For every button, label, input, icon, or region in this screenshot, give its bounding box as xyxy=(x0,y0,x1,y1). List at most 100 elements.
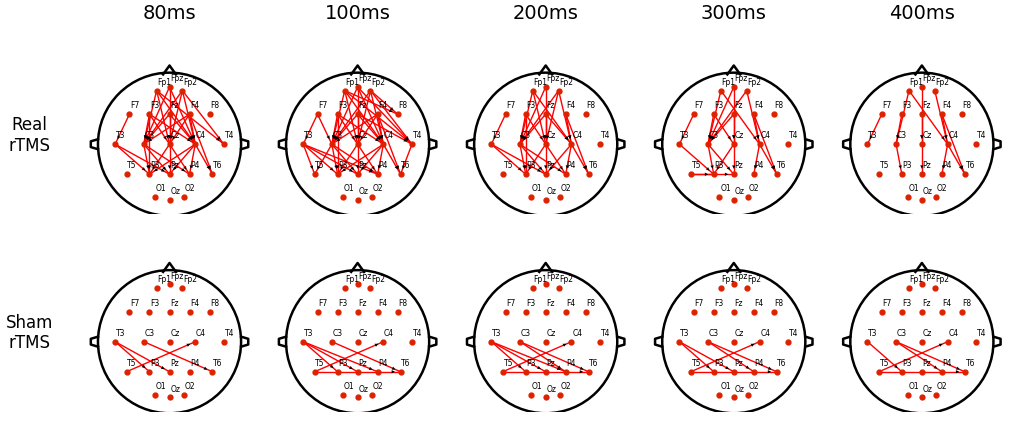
Text: C4: C4 xyxy=(196,329,206,338)
Text: F8: F8 xyxy=(962,101,971,110)
Text: P4: P4 xyxy=(378,161,387,170)
Text: O2: O2 xyxy=(748,381,759,391)
Text: Sham
rTMS: Sham rTMS xyxy=(5,314,53,352)
Text: P3: P3 xyxy=(526,359,535,368)
Text: P3: P3 xyxy=(713,359,723,368)
Text: T6: T6 xyxy=(965,161,974,170)
Text: O1: O1 xyxy=(343,184,355,193)
Text: P4: P4 xyxy=(378,359,387,368)
Text: F3: F3 xyxy=(713,101,723,110)
Text: O1: O1 xyxy=(343,381,355,391)
Text: Fz: Fz xyxy=(734,299,742,308)
Text: F4: F4 xyxy=(754,101,763,110)
Text: T3: T3 xyxy=(116,329,125,338)
Text: C4: C4 xyxy=(196,131,206,140)
Text: Oz: Oz xyxy=(358,385,368,394)
Text: T4: T4 xyxy=(413,329,422,338)
Text: P4: P4 xyxy=(942,359,951,368)
Text: F7: F7 xyxy=(881,101,891,110)
Text: Pz: Pz xyxy=(734,359,743,368)
Text: Fpz: Fpz xyxy=(546,74,559,83)
Text: Pz: Pz xyxy=(922,359,930,368)
Text: Oz: Oz xyxy=(734,385,744,394)
Text: F7: F7 xyxy=(881,299,891,308)
Text: Fp2: Fp2 xyxy=(371,275,385,284)
Text: Oz: Oz xyxy=(546,385,556,394)
Text: T5: T5 xyxy=(878,161,889,170)
Text: T4: T4 xyxy=(976,131,985,140)
Text: P3: P3 xyxy=(338,161,347,170)
Text: T5: T5 xyxy=(503,161,513,170)
Text: Fp1: Fp1 xyxy=(157,78,171,87)
Text: F8: F8 xyxy=(398,299,408,308)
Text: Fp2: Fp2 xyxy=(934,275,949,284)
Text: C4: C4 xyxy=(384,329,393,338)
Text: C4: C4 xyxy=(759,329,769,338)
Text: O2: O2 xyxy=(748,184,759,193)
Text: F4: F4 xyxy=(754,299,763,308)
Text: Pz: Pz xyxy=(170,161,178,170)
Text: T5: T5 xyxy=(503,359,513,368)
Text: Pz: Pz xyxy=(922,161,930,170)
Text: C3: C3 xyxy=(332,131,342,140)
Text: O2: O2 xyxy=(936,381,947,391)
Text: T3: T3 xyxy=(680,131,689,140)
Text: O1: O1 xyxy=(532,381,542,391)
Text: P4: P4 xyxy=(191,359,200,368)
Text: O2: O2 xyxy=(372,381,383,391)
Text: C4: C4 xyxy=(759,131,769,140)
Text: F4: F4 xyxy=(566,299,575,308)
Text: T6: T6 xyxy=(213,359,222,368)
Text: Oz: Oz xyxy=(358,187,368,196)
Text: P4: P4 xyxy=(754,359,763,368)
Text: Fp1: Fp1 xyxy=(720,78,735,87)
Text: Cz: Cz xyxy=(546,329,555,338)
Text: O2: O2 xyxy=(184,184,195,193)
Text: T3: T3 xyxy=(116,131,125,140)
Text: T3: T3 xyxy=(304,329,313,338)
Text: Fp2: Fp2 xyxy=(183,78,197,87)
Text: O2: O2 xyxy=(560,184,571,193)
Text: F7: F7 xyxy=(318,299,327,308)
Text: T6: T6 xyxy=(965,359,974,368)
Text: F4: F4 xyxy=(566,101,575,110)
Text: T3: T3 xyxy=(491,131,501,140)
Text: F7: F7 xyxy=(694,101,703,110)
Text: P4: P4 xyxy=(754,161,763,170)
Text: Fz: Fz xyxy=(734,101,742,110)
Text: 400ms: 400ms xyxy=(889,4,954,23)
Text: C3: C3 xyxy=(520,329,530,338)
Text: F3: F3 xyxy=(338,299,347,308)
Text: Fpz: Fpz xyxy=(734,272,747,280)
Text: F4: F4 xyxy=(942,299,951,308)
Text: C4: C4 xyxy=(384,131,393,140)
Text: 100ms: 100ms xyxy=(324,4,390,23)
Text: Fp1: Fp1 xyxy=(533,275,547,284)
Text: Oz: Oz xyxy=(734,187,744,196)
Text: Cz: Cz xyxy=(170,131,179,140)
Text: F4: F4 xyxy=(942,101,951,110)
Text: Fpz: Fpz xyxy=(358,74,371,83)
Text: Fpz: Fpz xyxy=(546,272,559,280)
Text: Fp1: Fp1 xyxy=(157,275,171,284)
Text: P3: P3 xyxy=(713,161,723,170)
Text: T5: T5 xyxy=(315,161,325,170)
Text: Fp2: Fp2 xyxy=(558,275,573,284)
Text: C3: C3 xyxy=(145,329,155,338)
Text: Real
rTMS: Real rTMS xyxy=(8,116,50,155)
Text: Cz: Cz xyxy=(170,329,179,338)
Text: O2: O2 xyxy=(560,381,571,391)
Text: P3: P3 xyxy=(902,359,911,368)
Text: T6: T6 xyxy=(776,359,787,368)
Text: F7: F7 xyxy=(318,101,327,110)
Text: 80ms: 80ms xyxy=(143,4,196,23)
Text: F4: F4 xyxy=(191,101,200,110)
Text: O1: O1 xyxy=(156,184,166,193)
Text: Fp1: Fp1 xyxy=(720,275,735,284)
Text: O1: O1 xyxy=(719,184,730,193)
Text: O1: O1 xyxy=(156,381,166,391)
Text: Fz: Fz xyxy=(922,299,930,308)
Text: C3: C3 xyxy=(332,329,342,338)
Text: F3: F3 xyxy=(150,299,159,308)
Text: Cz: Cz xyxy=(358,329,367,338)
